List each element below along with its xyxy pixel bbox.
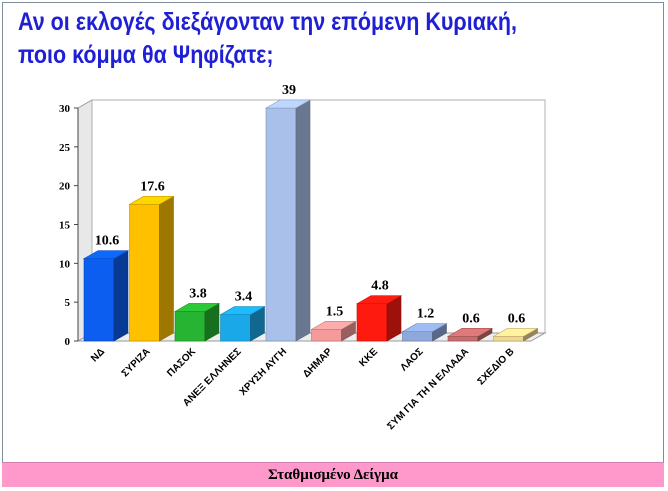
bar: 3.8 [173, 286, 221, 342]
bar-front [174, 311, 206, 342]
bars: 10.6 17.6 3.8 3.4 39 1.5 4.8 1.2 0.6 0.6 [82, 83, 539, 342]
bar-front [402, 331, 433, 342]
category-label: ΣΥΜ ΓΙΑ ΤΗ Ν ΕΛΛΑΔΑ [385, 346, 471, 432]
y-tick-label: 0 [65, 336, 71, 348]
y-axis: 0 5 10 15 20 25 30 [59, 103, 79, 348]
bar-front [129, 204, 160, 342]
bar-front [356, 303, 388, 342]
data-label: 17.6 [140, 179, 165, 194]
data-label: 0.6 [462, 311, 480, 326]
bar-side [295, 99, 311, 342]
bar-top [310, 321, 357, 330]
data-label: 4.8 [371, 279, 389, 294]
y-tick-label: 20 [59, 181, 71, 193]
category-label: ΠΑΣΟΚ [165, 346, 198, 379]
bar-top [82, 250, 130, 259]
bar: 1.2 [401, 307, 448, 342]
y-tick-label: 5 [65, 297, 71, 309]
data-label: 1.5 [326, 304, 344, 319]
y-tick-label: 10 [59, 258, 71, 270]
sample-footer: Σταθμισμένο Δείγμα [2, 462, 664, 487]
category-label: ΚΚΕ [357, 346, 380, 369]
data-label: 3.8 [189, 286, 207, 301]
bar-front [447, 336, 479, 342]
category-label: ΝΔ [89, 346, 107, 364]
data-label: 0.6 [508, 311, 526, 326]
bar-front [311, 329, 342, 342]
bar: 3.4 [219, 290, 266, 342]
data-label: 1.2 [417, 307, 435, 322]
bar-front [83, 258, 115, 342]
chart-title: Αν οι εκλογές διεξάγονταν την επόμενη Κυ… [18, 8, 518, 69]
data-label: 3.4 [235, 290, 253, 305]
category-label: ΣΧΕΔΙΟ Β [476, 346, 517, 387]
bar-top [355, 295, 403, 305]
data-label: 39 [282, 83, 296, 98]
category-label: ΛΑΟΣ [398, 346, 425, 373]
bar-top [446, 328, 494, 337]
bar-top [401, 323, 448, 332]
category-label: ΔΗΜΑΡ [301, 346, 335, 380]
category-label: ΣΥΡΙΖΑ [120, 346, 153, 379]
bar: 10.6 [82, 234, 130, 342]
bar: 0.6 [492, 311, 539, 342]
y-tick-label: 25 [59, 142, 71, 154]
y-tick-label: 15 [59, 220, 71, 232]
bar-top [219, 306, 266, 315]
bar-front [493, 336, 524, 342]
bar: 39 [264, 83, 312, 342]
bar: 4.8 [355, 279, 403, 342]
bar-front [265, 107, 297, 342]
bar-top [264, 99, 312, 109]
y-tick-label: 30 [59, 103, 71, 115]
bar-top [128, 196, 175, 205]
bar: 0.6 [446, 311, 494, 342]
bar-side [159, 195, 174, 342]
bar: 1.5 [310, 304, 357, 342]
bar: 17.6 [128, 179, 175, 342]
bar-side [113, 250, 129, 342]
bar-top [173, 303, 221, 312]
bar-top [492, 328, 539, 337]
category-label: ΧΡΥΣΗ ΑΥΓΗ [238, 346, 290, 398]
data-label: 10.6 [95, 234, 120, 249]
bar-front [220, 314, 251, 342]
